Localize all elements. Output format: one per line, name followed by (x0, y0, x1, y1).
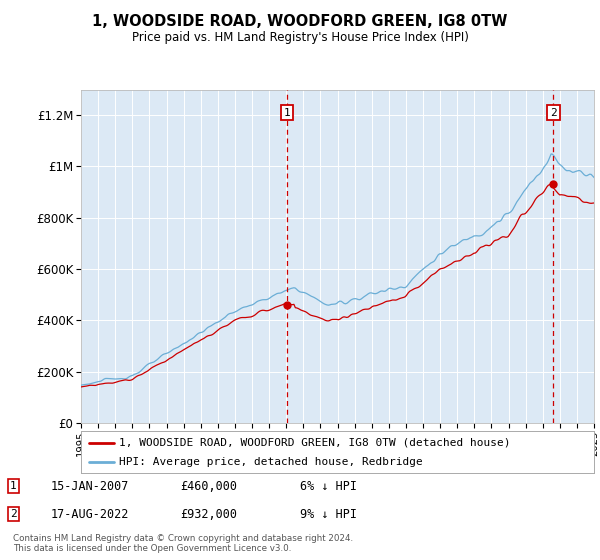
Text: 2: 2 (550, 108, 557, 118)
Text: £932,000: £932,000 (180, 507, 237, 521)
Text: 6% ↓ HPI: 6% ↓ HPI (300, 479, 357, 493)
Text: Price paid vs. HM Land Registry's House Price Index (HPI): Price paid vs. HM Land Registry's House … (131, 31, 469, 44)
Text: 9% ↓ HPI: 9% ↓ HPI (300, 507, 357, 521)
Text: 2: 2 (10, 509, 17, 519)
Text: 1: 1 (10, 481, 17, 491)
Text: 1: 1 (284, 108, 290, 118)
Text: £460,000: £460,000 (180, 479, 237, 493)
Text: 1, WOODSIDE ROAD, WOODFORD GREEN, IG8 0TW: 1, WOODSIDE ROAD, WOODFORD GREEN, IG8 0T… (92, 14, 508, 29)
Text: 15-JAN-2007: 15-JAN-2007 (51, 479, 130, 493)
Text: Contains HM Land Registry data © Crown copyright and database right 2024.
This d: Contains HM Land Registry data © Crown c… (13, 534, 353, 553)
Text: HPI: Average price, detached house, Redbridge: HPI: Average price, detached house, Redb… (119, 457, 423, 467)
Text: 1, WOODSIDE ROAD, WOODFORD GREEN, IG8 0TW (detached house): 1, WOODSIDE ROAD, WOODFORD GREEN, IG8 0T… (119, 437, 511, 447)
Text: 17-AUG-2022: 17-AUG-2022 (51, 507, 130, 521)
